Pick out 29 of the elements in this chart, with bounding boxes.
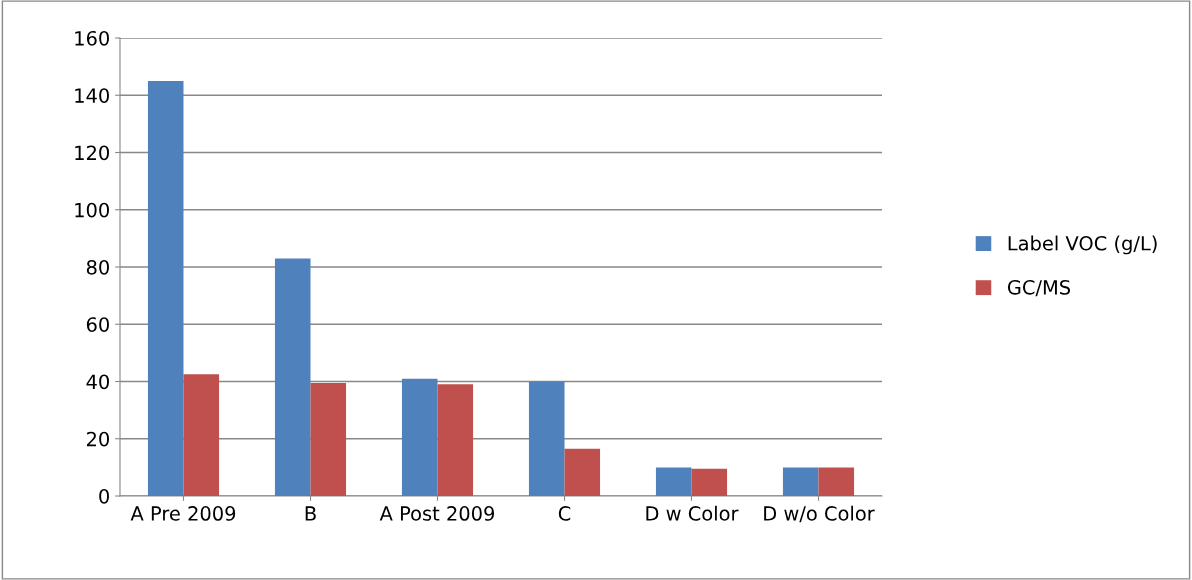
- bar: [782, 467, 819, 496]
- bar: [183, 374, 220, 496]
- x-tick-label: B: [305, 506, 316, 521]
- x-tick-label: A Pre 2009: [130, 506, 236, 521]
- bar: [691, 468, 728, 496]
- y-tick-label: 100: [75, 202, 109, 218]
- legend-label: GC/MS: [1007, 279, 1071, 297]
- x-tick-label: D w/o Color: [764, 505, 875, 523]
- y-tick-label: 60: [86, 317, 109, 332]
- bar: [310, 382, 347, 496]
- legend-label: Label VOC (g/L): [1008, 235, 1157, 255]
- bar: [818, 467, 855, 496]
- x-tick-label: C: [558, 506, 571, 521]
- bar: [401, 378, 438, 496]
- y-tick-label: 20: [86, 431, 109, 447]
- y-tick-label: 0: [99, 488, 109, 504]
- x-tick-label: A Post 2009: [379, 506, 495, 521]
- bar: [564, 448, 601, 496]
- bar: [274, 258, 311, 496]
- y-tick-label: 160: [75, 30, 109, 46]
- bar: [528, 381, 565, 496]
- bar: [655, 467, 692, 496]
- bar: [147, 80, 184, 496]
- bar: [437, 384, 474, 496]
- y-tick-label: 40: [86, 374, 109, 390]
- y-tick-label: 120: [75, 145, 109, 161]
- x-tick-label: D w Color: [646, 505, 739, 521]
- y-tick-label: 80: [86, 259, 109, 275]
- y-tick-label: 140: [75, 88, 109, 103]
